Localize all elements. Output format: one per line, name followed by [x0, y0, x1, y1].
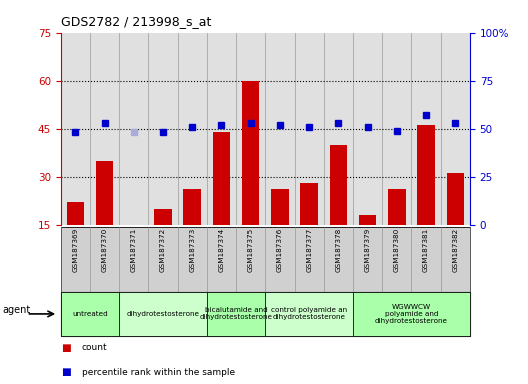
Bar: [447, 174, 464, 273]
Bar: [125, 228, 143, 273]
Text: GSM187373: GSM187373: [189, 228, 195, 272]
Bar: [154, 209, 172, 273]
Text: GSM187379: GSM187379: [365, 228, 371, 272]
Text: GSM187378: GSM187378: [335, 228, 342, 272]
Text: bicalutamide and
dihydrotestosterone: bicalutamide and dihydrotestosterone: [200, 308, 272, 320]
Text: GSM187370: GSM187370: [101, 228, 108, 272]
Text: ■: ■: [61, 367, 70, 377]
Text: percentile rank within the sample: percentile rank within the sample: [82, 368, 235, 377]
Text: GSM187382: GSM187382: [452, 228, 458, 272]
Text: ■: ■: [61, 343, 70, 353]
Text: WGWWCW
polyamide and
dihydrotestosterone: WGWWCW polyamide and dihydrotestosterone: [375, 304, 448, 324]
Text: GSM187376: GSM187376: [277, 228, 283, 272]
Bar: [417, 126, 435, 273]
Text: GSM187369: GSM187369: [72, 228, 78, 272]
Text: dihydrotestosterone: dihydrotestosterone: [127, 311, 200, 317]
Text: GSM187372: GSM187372: [160, 228, 166, 272]
Text: control polyamide an
dihydrotestosterone: control polyamide an dihydrotestosterone: [271, 308, 347, 320]
Bar: [213, 132, 230, 273]
Text: GSM187371: GSM187371: [131, 228, 137, 272]
Text: agent: agent: [3, 305, 31, 315]
Text: GSM187380: GSM187380: [394, 228, 400, 272]
Text: GSM187375: GSM187375: [248, 228, 254, 272]
Text: GSM187377: GSM187377: [306, 228, 312, 272]
Bar: [271, 189, 289, 273]
Bar: [388, 189, 406, 273]
Bar: [300, 183, 318, 273]
Bar: [67, 202, 84, 273]
Text: GSM187381: GSM187381: [423, 228, 429, 272]
Text: count: count: [82, 343, 108, 352]
Text: GDS2782 / 213998_s_at: GDS2782 / 213998_s_at: [61, 15, 211, 28]
Text: GSM187374: GSM187374: [219, 228, 224, 272]
Bar: [184, 189, 201, 273]
Bar: [329, 145, 347, 273]
Bar: [96, 161, 114, 273]
Bar: [359, 215, 376, 273]
Text: untreated: untreated: [72, 311, 108, 317]
Bar: [242, 81, 259, 273]
